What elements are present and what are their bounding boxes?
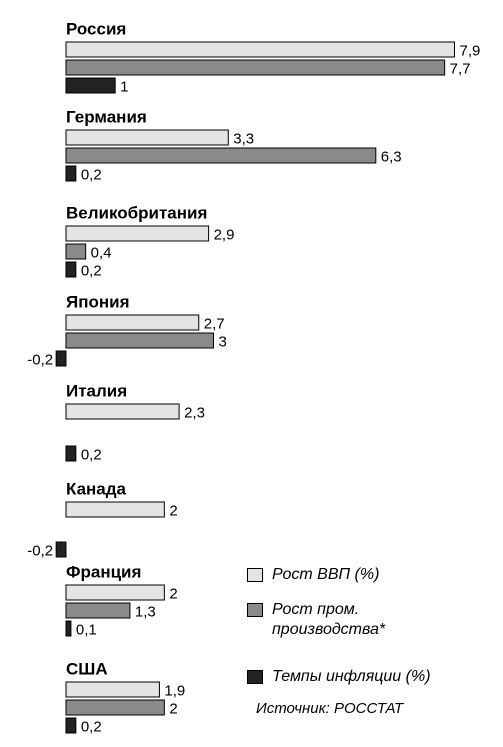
value-label: 0,4 bbox=[91, 244, 112, 261]
value-label: 2,9 bbox=[214, 226, 235, 243]
legend-swatch bbox=[247, 670, 263, 684]
value-label: 6,3 bbox=[381, 148, 402, 165]
value-label: 2,3 bbox=[184, 404, 205, 421]
value-label: 0,2 bbox=[81, 718, 102, 735]
legend-swatch bbox=[247, 603, 263, 617]
bar bbox=[65, 445, 77, 462]
bar bbox=[65, 699, 165, 716]
bar bbox=[55, 541, 67, 558]
value-label: 1,3 bbox=[135, 603, 156, 620]
legend-swatch bbox=[247, 568, 263, 582]
value-label: 0,2 bbox=[81, 446, 102, 463]
value-label: 2 bbox=[169, 502, 177, 519]
category-label: Канада bbox=[66, 479, 127, 498]
bar bbox=[65, 77, 116, 94]
bar bbox=[65, 129, 229, 146]
bar bbox=[55, 350, 67, 367]
bar bbox=[65, 225, 210, 242]
bar bbox=[65, 403, 180, 420]
value-label: 2,7 bbox=[204, 315, 225, 332]
legend-label: Темпы инфляции (%) bbox=[272, 668, 431, 685]
category-label: США bbox=[66, 659, 108, 678]
value-label: 1,9 bbox=[164, 682, 185, 699]
bar bbox=[65, 501, 165, 518]
value-label: 7,7 bbox=[450, 60, 471, 77]
value-label: 0,2 bbox=[81, 166, 102, 183]
category-label: Россия bbox=[66, 19, 126, 38]
category-label: Великобритания bbox=[66, 203, 207, 222]
value-label: 7,9 bbox=[459, 42, 480, 59]
value-label: 1 bbox=[120, 78, 128, 95]
legend-label: Рост пром. производства* bbox=[272, 601, 386, 638]
category-label: Франция bbox=[66, 562, 141, 581]
bar bbox=[65, 620, 72, 637]
value-label: 3,3 bbox=[233, 130, 254, 147]
bar bbox=[65, 261, 77, 278]
value-label: 2 bbox=[169, 585, 177, 602]
bar bbox=[65, 584, 165, 601]
value-label: 2 bbox=[169, 700, 177, 717]
bar bbox=[65, 41, 455, 58]
bar bbox=[65, 243, 87, 260]
value-label: -0,2 bbox=[27, 542, 53, 559]
value-label: 0,2 bbox=[81, 262, 102, 279]
bar bbox=[65, 314, 200, 331]
bar bbox=[65, 602, 131, 619]
bar bbox=[65, 147, 377, 164]
legend-label: Рост ВВП (%) bbox=[272, 566, 380, 583]
source-note: Источник: РОССТАТ bbox=[256, 700, 404, 717]
value-label: -0,2 bbox=[27, 351, 53, 368]
bar bbox=[65, 165, 77, 182]
bar bbox=[65, 681, 160, 698]
value-label: 3 bbox=[219, 333, 227, 350]
category-label: Италия bbox=[66, 381, 127, 400]
value-label: 0,1 bbox=[76, 621, 97, 638]
bar bbox=[65, 717, 77, 734]
category-label: Япония bbox=[66, 292, 130, 311]
bar bbox=[65, 332, 215, 349]
bar bbox=[65, 59, 446, 76]
category-label: Германия bbox=[66, 107, 147, 126]
